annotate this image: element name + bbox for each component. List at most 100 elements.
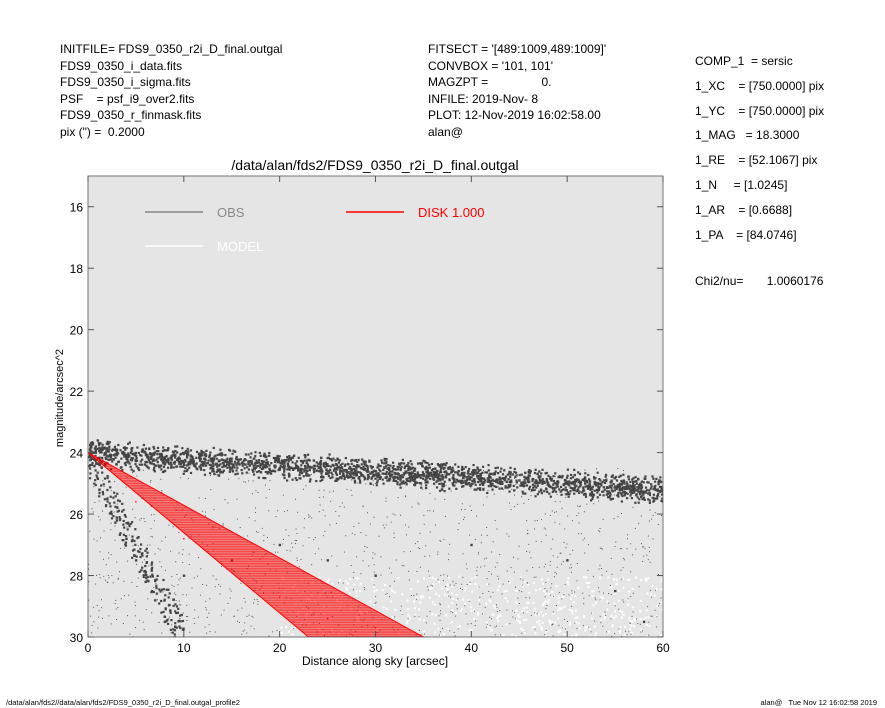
- obs-band-point: [642, 496, 646, 499]
- model-point: [614, 583, 617, 586]
- obs-band-point: [508, 472, 511, 475]
- obs-band-point: [491, 478, 494, 481]
- obs-band-point: [654, 497, 657, 500]
- obs-band-point: [573, 468, 576, 471]
- obs-band-point: [140, 463, 144, 466]
- obs-band-point: [330, 459, 334, 462]
- obs-band-point: [480, 480, 483, 483]
- model-point: [533, 607, 536, 610]
- model-point: [302, 607, 305, 610]
- model-point: [628, 578, 631, 581]
- obs-band-point: [322, 462, 326, 465]
- obs-band-point: [587, 487, 590, 490]
- obs-band-point: [657, 492, 660, 496]
- model-point: [564, 633, 567, 636]
- model-point: [627, 603, 630, 606]
- obs-band-point: [355, 472, 358, 475]
- obs-band-point: [648, 493, 652, 497]
- obs-band-point: [203, 457, 207, 461]
- obs-band-point: [221, 453, 224, 456]
- obs-tail-point: [400, 514, 402, 516]
- obs-band-point: [374, 477, 377, 480]
- obs-steep-point: [114, 505, 117, 508]
- obs-band-point: [528, 487, 531, 490]
- obs-band-point: [524, 471, 527, 474]
- model-point: [522, 629, 525, 632]
- obs-point: [94, 445, 98, 448]
- obs-tail-point: [233, 570, 235, 572]
- obs-band-point: [414, 483, 417, 486]
- obs-tail-point: [289, 550, 291, 552]
- obs-band-point: [274, 470, 277, 473]
- obs-band-point: [512, 484, 515, 488]
- obs-tail-point: [190, 535, 192, 537]
- obs-band-point: [257, 461, 260, 464]
- obs-band-point: [655, 477, 658, 480]
- obs-band-point: [226, 457, 229, 460]
- obs-band-point: [317, 470, 321, 473]
- obs-tail-point: [210, 489, 212, 491]
- obs-band-point: [612, 483, 615, 486]
- obs-band-point: [321, 478, 324, 481]
- obs-steep-point: [136, 536, 139, 540]
- obs-tail-point: [545, 563, 547, 565]
- obs-tail-point: [422, 488, 424, 490]
- model-point: [437, 627, 440, 630]
- obs-band-point: [199, 466, 202, 470]
- obs-steep-point: [95, 474, 98, 477]
- obs-band-point: [246, 466, 249, 469]
- obs-band-point: [614, 475, 618, 479]
- obs-band-point: [496, 466, 499, 469]
- model-point: [292, 609, 295, 612]
- obs-band-point: [620, 483, 624, 486]
- obs-steep-point: [177, 607, 180, 610]
- obs-tail-point: [267, 536, 269, 538]
- obs-tail-point: [110, 554, 112, 556]
- obs-band-point: [637, 477, 640, 480]
- obs-tail-point: [640, 515, 642, 517]
- obs-band-point: [165, 454, 168, 458]
- obs-tail-point: [423, 515, 425, 517]
- obs-band-point: [596, 489, 600, 492]
- obs-tail-point: [385, 500, 387, 502]
- model-point: [563, 605, 566, 608]
- x-tick-label: 60: [656, 641, 670, 655]
- model-point: [554, 621, 557, 624]
- obs-point: [88, 448, 92, 451]
- obs-band-point: [399, 479, 402, 482]
- obs-tail-point: [353, 526, 355, 528]
- obs-band-point: [156, 461, 159, 464]
- obs-band-point: [307, 466, 310, 469]
- obs-tail-point: [659, 603, 661, 605]
- obs-tail-point: [294, 498, 296, 500]
- obs-band-point: [338, 472, 342, 475]
- obs-tail-point: [206, 616, 208, 618]
- obs-band-point: [637, 486, 640, 489]
- obs-band-point: [355, 473, 358, 476]
- obs-band-point: [291, 478, 294, 481]
- header-left-line-2: FDS9_0350_i_sigma.fits: [60, 75, 191, 90]
- obs-tail-point: [461, 583, 463, 585]
- obs-band-point: [433, 482, 436, 485]
- obs-band-point: [266, 462, 269, 465]
- obs-band-point: [495, 485, 498, 488]
- obs-band-point: [315, 461, 318, 464]
- obs-band-point: [660, 488, 663, 491]
- obs-band-point: [533, 481, 536, 484]
- obs-band-point: [121, 468, 124, 472]
- obs-band-point: [217, 464, 220, 467]
- obs-tail-point: [642, 630, 644, 632]
- obs-band-point: [203, 461, 206, 464]
- obs-band-point: [212, 460, 215, 463]
- obs-band-point: [248, 464, 251, 467]
- model-point: [391, 616, 394, 619]
- obs-band-point: [598, 493, 602, 496]
- obs-steep-point: [169, 609, 172, 612]
- obs-band-point: [631, 491, 634, 495]
- obs-band-point: [204, 464, 208, 467]
- obs-band-point: [620, 500, 623, 503]
- obs-tail-point: [587, 544, 589, 546]
- obs-band-point: [383, 472, 386, 475]
- obs-band-point: [524, 481, 527, 484]
- model-point: [617, 600, 620, 603]
